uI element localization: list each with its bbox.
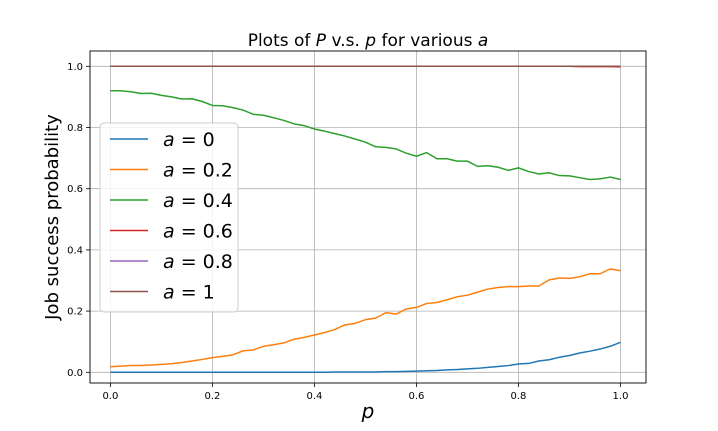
series-line bbox=[110, 341, 621, 374]
series-line bbox=[110, 268, 621, 368]
y-tick-label: 0.8 bbox=[67, 123, 83, 134]
plot-frame bbox=[89, 50, 647, 384]
legend-label: a = 0.2 bbox=[163, 160, 233, 182]
y-tick-label: 1.0 bbox=[67, 62, 83, 73]
legend-label: a = 0 bbox=[163, 129, 215, 151]
x-tick-label: 0.4 bbox=[306, 391, 322, 402]
x-tick-label: 0.8 bbox=[511, 391, 527, 402]
series-lines bbox=[110, 65, 621, 374]
x-axis-label: p bbox=[361, 399, 375, 423]
legend: a = 0 a = 0.2 a = 0.4 a = 0.6 a = 0.8 a = 1 bbox=[99, 122, 239, 313]
legend-label: a = 1 bbox=[163, 282, 215, 304]
y-tick-label: 0.2 bbox=[67, 307, 83, 318]
title-part: P bbox=[316, 31, 327, 51]
x-tick-label: 0.0 bbox=[102, 391, 118, 402]
x-tick-label: 1.0 bbox=[613, 391, 629, 402]
y-axis-label: Job success probability bbox=[42, 114, 63, 321]
y-tick-label: 0.4 bbox=[67, 245, 83, 256]
legend-label: a = 0.6 bbox=[163, 221, 233, 243]
legend-label: a = 0.4 bbox=[163, 190, 233, 212]
title-part: Plots of bbox=[248, 31, 316, 51]
y-tick-label: 0.6 bbox=[67, 184, 83, 195]
y-tick-label: 0.0 bbox=[67, 368, 83, 379]
chart-title: Plots of P v.s. p for various a bbox=[248, 31, 489, 51]
title-part: for various bbox=[376, 31, 478, 51]
title-part: p bbox=[364, 31, 376, 51]
x-tick-label: 0.6 bbox=[409, 391, 425, 402]
x-tick-label: 0.2 bbox=[204, 391, 220, 402]
legend-label: a = 0.8 bbox=[163, 251, 233, 273]
axis-ticks: 0.0 0.2 0.4 0.6 0.8 1.0 0.0 0.2 0.4 0.6 0.8 1.0 bbox=[67, 62, 628, 402]
title-part: a bbox=[478, 31, 488, 51]
title-part: v.s. bbox=[326, 31, 365, 51]
series-line bbox=[110, 90, 621, 181]
